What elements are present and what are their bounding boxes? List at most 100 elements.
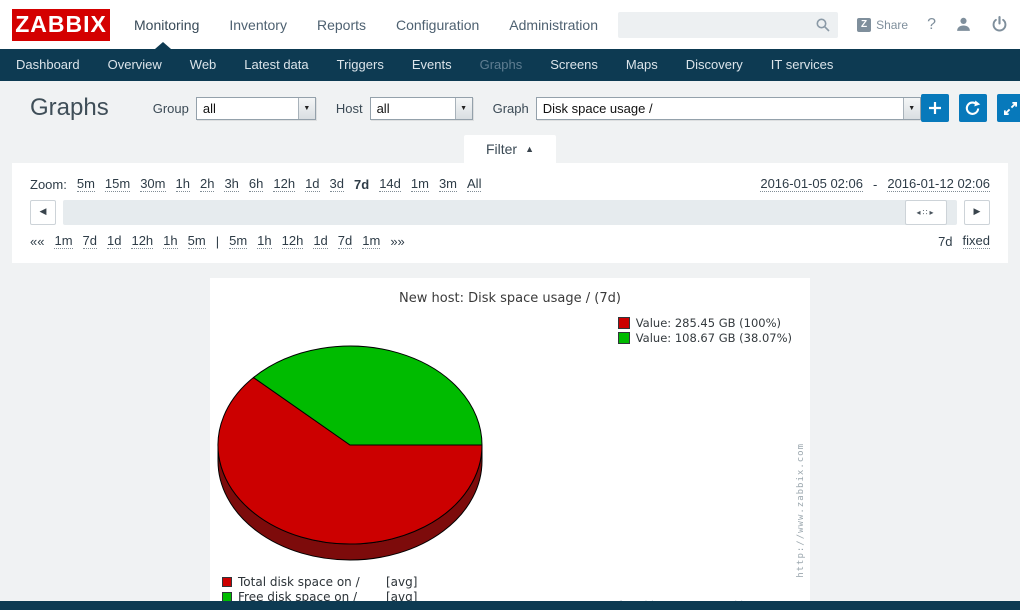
- logout-button[interactable]: [991, 16, 1008, 33]
- subnav-screens[interactable]: Screens: [550, 57, 598, 72]
- header-actions: Z Share ?: [618, 11, 1008, 38]
- graph-select-value: Disk space usage /: [542, 100, 653, 116]
- nav-inventory[interactable]: Inventory: [229, 16, 287, 33]
- fwd-1m[interactable]: 1m: [362, 233, 381, 249]
- subnav-it-services[interactable]: IT services: [770, 57, 834, 72]
- arrow-right-icon: ▶: [973, 207, 981, 217]
- refresh-button[interactable]: [958, 94, 987, 122]
- nav-far-back[interactable]: ««: [30, 233, 45, 249]
- subnav-discovery[interactable]: Discovery: [685, 57, 743, 72]
- power-icon: [992, 16, 1007, 32]
- scrollbar-track[interactable]: ◂∷▸: [63, 199, 957, 225]
- top-header: ZABBIX Monitoring Inventory Reports Conf…: [0, 0, 1020, 49]
- nav-monitoring[interactable]: Monitoring: [134, 16, 200, 33]
- zoom-30m[interactable]: 30m: [140, 176, 166, 192]
- group-select[interactable]: all ▼: [195, 96, 316, 120]
- pie-chart[interactable]: [210, 278, 810, 610]
- legend-row-total: Value: 285.45 GB (100%): [617, 315, 792, 330]
- chevron-down-icon: ▼: [454, 97, 472, 119]
- search-input[interactable]: [618, 11, 839, 38]
- scrollbar-handle[interactable]: ◂∷▸: [905, 199, 947, 225]
- fixed-link[interactable]: fixed: [962, 233, 990, 249]
- series-row-total: Total disk space on / [avg]: [222, 574, 417, 589]
- subnav-events[interactable]: Events: [411, 57, 452, 72]
- zoom-14d[interactable]: 14d: [379, 176, 401, 192]
- zoom-5m[interactable]: 5m: [76, 176, 95, 192]
- help-button[interactable]: ?: [927, 15, 936, 33]
- add-favourite-button[interactable]: [920, 94, 949, 122]
- filter-toggle-tab[interactable]: Filter ▲: [464, 135, 556, 163]
- subnav-dashboard[interactable]: Dashboard: [16, 57, 80, 72]
- zoom-3m[interactable]: 3m: [438, 176, 458, 192]
- back-1h[interactable]: 1h: [163, 233, 178, 249]
- host-select-value: all: [376, 100, 390, 116]
- nav-divider: |: [215, 233, 220, 249]
- series-func-free: [avg]: [386, 589, 418, 604]
- chevron-down-icon: ▼: [297, 97, 315, 119]
- nav-far-fwd[interactable]: »»: [390, 233, 405, 249]
- zoom-3d[interactable]: 3d: [329, 176, 345, 192]
- series-row-free: Free disk space on / [avg]: [222, 589, 417, 604]
- legend-row-free: Value: 108.67 GB (38.07%): [617, 330, 792, 345]
- fwd-1h[interactable]: 1h: [257, 233, 272, 249]
- share-button[interactable]: Z Share: [857, 17, 908, 32]
- search-box[interactable]: [618, 11, 839, 38]
- nav-administration[interactable]: Administration: [509, 16, 598, 33]
- back-1m[interactable]: 1m: [54, 233, 73, 249]
- nav-configuration[interactable]: Configuration: [396, 16, 480, 33]
- zoom-15m[interactable]: 15m: [104, 176, 131, 192]
- zoom-1m[interactable]: 1m: [410, 176, 429, 192]
- page-title: Graphs: [30, 94, 109, 121]
- series-swatch-green: [222, 591, 232, 602]
- subnav-graphs[interactable]: Graphs: [479, 57, 523, 72]
- controls-row: Graphs Group all ▼ Host all ▼ Graph Disk…: [0, 81, 1020, 135]
- subnav-triggers[interactable]: Triggers: [336, 57, 384, 72]
- back-1d[interactable]: 1d: [107, 233, 122, 249]
- zoom-1d[interactable]: 1d: [305, 176, 320, 192]
- zabbix-url-watermark: http://www.zabbix.com: [796, 443, 806, 578]
- search-icon: [816, 18, 830, 32]
- graph-select[interactable]: Disk space usage / ▼: [535, 96, 921, 120]
- main-nav: Monitoring Inventory Reports Configurati…: [134, 17, 598, 33]
- subnav-overview[interactable]: Overview: [107, 57, 162, 72]
- zabbix-logo[interactable]: ZABBIX: [12, 8, 110, 41]
- subnav-maps[interactable]: Maps: [625, 57, 658, 72]
- subnav-web[interactable]: Web: [189, 57, 217, 72]
- fwd-1d[interactable]: 1d: [313, 233, 328, 249]
- zabbix-share-icon: Z: [857, 17, 872, 32]
- back-7d[interactable]: 7d: [82, 233, 97, 249]
- zoom-1h[interactable]: 1h: [175, 176, 190, 192]
- pie-slice-free[interactable]: [253, 345, 483, 446]
- fwd-12h[interactable]: 12h: [281, 233, 304, 249]
- time-scrollbar: ◀ ◂∷▸ ▶: [30, 199, 990, 225]
- subnav-latest-data[interactable]: Latest data: [244, 57, 309, 72]
- fwd-5m[interactable]: 5m: [229, 233, 248, 249]
- legend-swatch-green: [617, 331, 630, 344]
- fullscreen-button[interactable]: [996, 94, 1020, 122]
- nav-reports[interactable]: Reports: [316, 16, 366, 33]
- zoom-3h[interactable]: 3h: [224, 176, 239, 192]
- scroll-right-button[interactable]: ▶: [964, 199, 990, 225]
- date-from-link[interactable]: 2016-01-05 02:06: [760, 176, 863, 192]
- host-select[interactable]: all ▼: [369, 96, 473, 120]
- back-12h[interactable]: 12h: [131, 233, 154, 249]
- pie-slice-total[interactable]: [217, 377, 483, 545]
- zoom-2h[interactable]: 2h: [199, 176, 215, 192]
- fullscreen-icon: [1004, 101, 1018, 115]
- graph-field: Graph Disk space usage / ▼: [493, 96, 921, 120]
- series-func-total: [avg]: [386, 574, 418, 589]
- zoom-7d-active[interactable]: 7d: [354, 176, 370, 192]
- zoom-12h[interactable]: 12h: [273, 176, 296, 192]
- zoom-6h[interactable]: 6h: [248, 176, 264, 192]
- user-profile-button[interactable]: [955, 16, 972, 33]
- zoom-label: Zoom:: [30, 176, 67, 192]
- zoom-all[interactable]: All: [467, 176, 482, 192]
- date-separator: -: [873, 176, 878, 192]
- fwd-7d[interactable]: 7d: [337, 233, 353, 249]
- date-to-link[interactable]: 2016-01-12 02:06: [887, 176, 990, 192]
- back-5m[interactable]: 5m: [187, 233, 206, 249]
- section-nav: Dashboard Overview Web Latest data Trigg…: [0, 42, 1020, 81]
- legend-value-free: Value: 108.67 GB (38.07%): [635, 330, 792, 345]
- scroll-left-button[interactable]: ◀: [30, 199, 56, 225]
